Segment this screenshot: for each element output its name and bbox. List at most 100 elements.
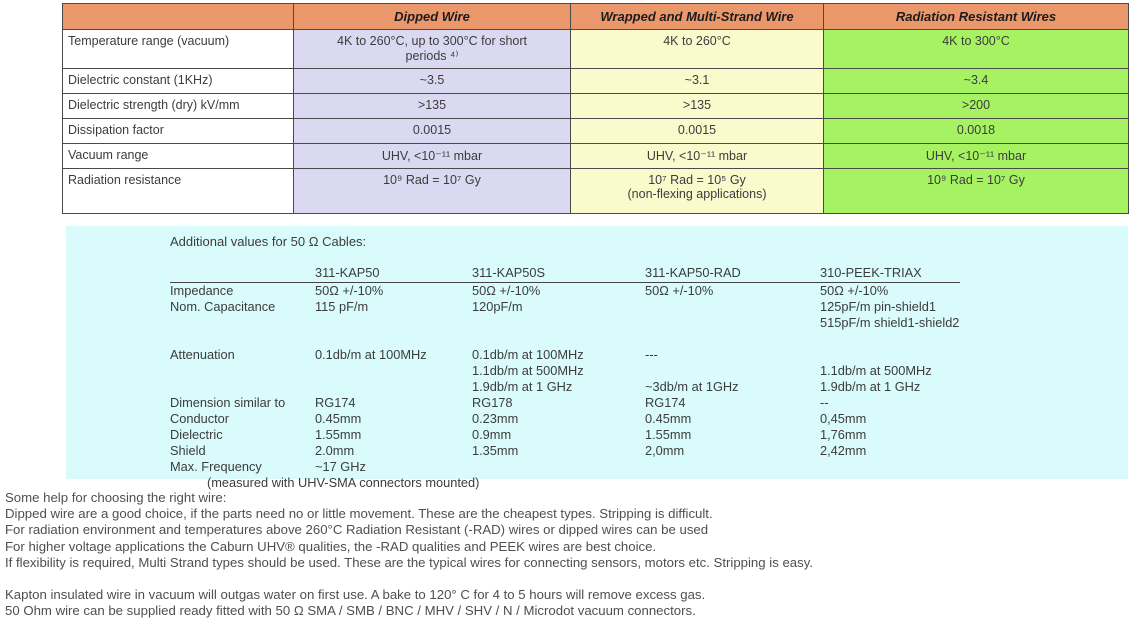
cable-cell-311-kap50s: RG178 [472, 395, 513, 410]
spec-cell-radiation: 10⁹ Rad = 10⁷ Gy [823, 168, 1129, 214]
spec-row-label: Radiation resistance [62, 168, 294, 214]
cable-corner-cell [170, 265, 315, 281]
note-line: 50 Ohm wire can be supplied ready fitted… [5, 603, 696, 619]
cable-cell-310-peek-triax: 0,45mm [820, 411, 867, 426]
note-line: Some help for choosing the right wire: [5, 490, 227, 505]
spec-cell-wrapped: >135 [570, 93, 824, 119]
cable-cell-311-kap50-rad: --- ~3db/m at 1GHz [645, 347, 739, 394]
cable-column-310-peek-triax: 310-PEEK-TRIAX [820, 265, 922, 280]
cable-column-311-kap50-rad: 311-KAP50-RAD [645, 265, 741, 280]
cable-cell-311-kap50-rad [645, 459, 820, 475]
note-line: For higher voltage applications the Cabu… [5, 538, 657, 554]
cable-cell-310-peek-triax: 1.1db/m at 500MHz 1.9db/m at 1 GHz [820, 363, 932, 394]
cable-cell-311-kap50: 50Ω +/-10% [315, 283, 384, 298]
spec-cell-wrapped: 4K to 260°C [570, 29, 824, 69]
cable-table-header-row: 311-KAP50 311-KAP50S 311-KAP50-RAD 310-P… [170, 265, 960, 283]
spec-table-row: Temperature range (vacuum) 4K to 260°C, … [62, 29, 1129, 69]
spec-table-row: Radiation resistance 10⁹ Rad = 10⁷ Gy 10… [62, 168, 1129, 214]
spec-table-row: Dielectric strength (dry) kV/mm >135 >13… [62, 93, 1129, 119]
cable-cell-311-kap50s: 0.1db/m at 100MHz 1.1db/m at 500MHz 1.9d… [472, 347, 584, 394]
cable-cell-310-peek-triax [820, 459, 1025, 475]
cable-row-label: Conductor [170, 411, 230, 426]
note-line: If flexibility is required, Multi Strand… [5, 554, 813, 570]
cable-cell-311-kap50s: 0.9mm [472, 427, 512, 442]
cable-table-row: Attenuation 0.1db/m at 100MHz 0.1db/m at… [170, 347, 1128, 395]
spec-row-label: Temperature range (vacuum) [62, 29, 294, 69]
notes-section: Some help for choosing the right wire: Di… [5, 490, 813, 619]
cable-cell-311-kap50: 2.0mm [315, 443, 355, 458]
cable-cell-311-kap50: ~17 GHz [315, 459, 366, 474]
cable-table-row: Shield 2.0mm 1.35mm 2,0mm 2,42mm [170, 443, 1128, 459]
cable-row-label: Dielectric [170, 427, 223, 442]
spec-cell-dipped: UHV, <10⁻¹¹ mbar [293, 143, 571, 169]
cable-cell-310-peek-triax: 50Ω +/-10% [820, 283, 889, 298]
cable-cell-311-kap50-rad: 0.45mm [645, 411, 692, 426]
cable-cell-310-peek-triax: 1,76mm [820, 427, 867, 442]
spec-table-header-row: Dipped Wire Wrapped and Multi-Strand Wir… [62, 3, 1129, 30]
spec-row-label: Dielectric strength (dry) kV/mm [62, 93, 294, 119]
spec-cell-dipped: 10⁹ Rad = 10⁷ Gy [293, 168, 571, 214]
spec-cell-dipped: 4K to 260°C, up to 300°C for short perio… [293, 29, 571, 69]
spec-cell-wrapped: 10⁷ Rad = 10⁵ Gy (non-flexing applicatio… [570, 168, 824, 214]
cable-table-row: Max. Frequency ~17 GHz [170, 459, 1128, 475]
cable-table-row: Impedance 50Ω +/-10% 50Ω +/-10% 50Ω +/-1… [170, 283, 1128, 299]
column-header-wrapped-multistrand-wire: Wrapped and Multi-Strand Wire [570, 3, 824, 30]
spec-table-corner-cell [62, 3, 294, 30]
spec-cell-radiation: UHV, <10⁻¹¹ mbar [823, 143, 1129, 169]
cable-cell-311-kap50: RG174 [315, 395, 356, 410]
cable-cell-311-kap50-rad: 1.55mm [645, 427, 692, 442]
cable-cell-311-kap50: 0.1db/m at 100MHz [315, 347, 427, 362]
note-line: Kapton insulated wire in vacuum will out… [5, 587, 706, 603]
spec-cell-radiation: 0.0018 [823, 118, 1129, 144]
spec-row-label: Dielectric constant (1KHz) [62, 68, 294, 94]
spec-table-row: Dissipation factor 0.0015 0.0015 0.0018 [62, 118, 1129, 144]
cable-cell-311-kap50-rad: 50Ω +/-10% [645, 283, 714, 298]
wire-choosing-notes: Some help for choosing the right wire: Di… [5, 490, 813, 571]
spec-table-row: Dielectric constant (1KHz) ~3.5 ~3.1 ~3.… [62, 68, 1129, 94]
spec-cell-wrapped: UHV, <10⁻¹¹ mbar [570, 143, 824, 169]
spec-cell-wrapped: 0.0015 [570, 118, 824, 144]
cable-cell-311-kap50: 0.45mm [315, 411, 362, 426]
cable-cell-311-kap50-rad: RG174 [645, 395, 686, 410]
bakeout-notes: Kapton insulated wire in vacuum will out… [5, 587, 813, 619]
spec-table-row: Vacuum range UHV, <10⁻¹¹ mbar UHV, <10⁻¹… [62, 143, 1129, 169]
cable-table-row: Dielectric 1.55mm 0.9mm 1.55mm 1,76mm [170, 427, 1128, 443]
cable-panel-title: Additional values for 50 Ω Cables: [170, 234, 367, 249]
cable-footnote: (measured with UHV-SMA connectors mounte… [207, 475, 480, 490]
spec-row-label: Dissipation factor [62, 118, 294, 144]
cable-row-label: Attenuation [170, 347, 235, 362]
cable-cell-311-kap50s: 120pF/m [472, 299, 523, 314]
cable-cell-311-kap50-rad: 2,0mm [645, 443, 685, 458]
spec-row-label: Vacuum range [62, 143, 294, 169]
cable-row-label: Shield [170, 443, 206, 458]
cable-row-label: Nom. Capacitance [170, 299, 276, 314]
cable-values-panel: Additional values for 50 Ω Cables: 311-K… [66, 226, 1128, 490]
note-line: For radiation environment and temperatur… [5, 522, 709, 538]
cable-column-311-kap50: 311-KAP50 [315, 265, 380, 280]
cable-cell-311-kap50s: 0.23mm [472, 411, 519, 426]
spec-cell-wrapped: ~3.1 [570, 68, 824, 94]
cable-row-label: Dimension similar to [170, 395, 286, 410]
cable-table: 311-KAP50 311-KAP50S 311-KAP50-RAD 310-P… [170, 265, 1128, 475]
wire-spec-table: Dipped Wire Wrapped and Multi-Strand Wir… [62, 3, 1129, 214]
note-line: Dipped wire are a good choice, if the pa… [5, 506, 713, 522]
spec-cell-radiation: >200 [823, 93, 1129, 119]
cable-row-label: Max. Frequency [170, 459, 262, 474]
cable-cell-311-kap50-rad [645, 299, 820, 331]
spec-cell-dipped: >135 [293, 93, 571, 119]
cable-column-311-kap50s: 311-KAP50S [472, 265, 546, 280]
cable-cell-311-kap50: 1.55mm [315, 427, 362, 442]
cable-table-row: Conductor 0.45mm 0.23mm 0.45mm 0,45mm [170, 411, 1128, 427]
spec-cell-dipped: 0.0015 [293, 118, 571, 144]
column-header-dipped-wire: Dipped Wire [293, 3, 571, 30]
cable-row-label: Impedance [170, 283, 234, 298]
cable-cell-311-kap50s: 50Ω +/-10% [472, 283, 541, 298]
cable-cell-311-kap50s [472, 459, 645, 475]
cable-table-row: Nom. Capacitance 115 pF/m 120pF/m 125pF/… [170, 299, 1128, 331]
cable-cell-311-kap50s: 1.35mm [472, 443, 519, 458]
spec-cell-dipped: ~3.5 [293, 68, 571, 94]
cable-cell-310-peek-triax: 2,42mm [820, 443, 867, 458]
cable-cell-311-kap50: 115 pF/m [315, 299, 369, 314]
spec-cell-radiation: 4K to 300°C [823, 29, 1129, 69]
